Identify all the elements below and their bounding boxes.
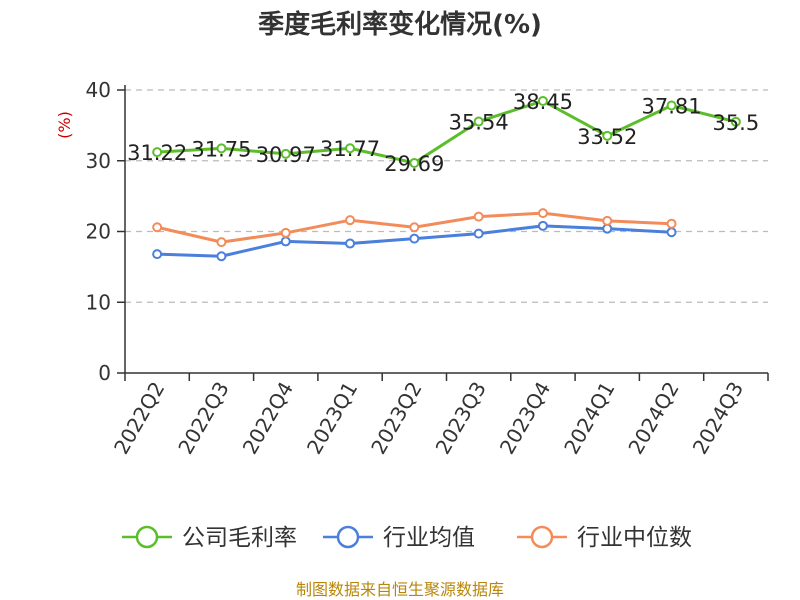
data-point xyxy=(216,143,227,154)
data-label: 38.45 xyxy=(513,90,573,114)
legend-marker xyxy=(336,525,360,549)
data-label: 37.81 xyxy=(641,94,701,118)
series-layer xyxy=(152,95,741,262)
data-label: 31.75 xyxy=(191,137,251,161)
data-point xyxy=(152,249,163,260)
labels-layer: 31.22 31.75 30.97 31.7729.6935.5438.4533.52… xyxy=(127,90,759,176)
y-tick-label: 30 xyxy=(86,149,111,173)
data-point xyxy=(409,233,420,244)
data-point xyxy=(345,238,356,249)
data-point xyxy=(730,116,741,127)
data-point xyxy=(280,148,291,159)
data-label: 31.77 xyxy=(320,137,380,161)
grid-layer xyxy=(125,89,768,303)
y-tick-label: 0 xyxy=(98,361,111,385)
legend-marker xyxy=(135,525,159,549)
legend: 公司毛利率 行业均值 行业中位数 xyxy=(122,525,692,551)
data-point xyxy=(152,222,163,233)
data-point xyxy=(216,251,227,262)
x-tick-label: 2023Q1 xyxy=(302,378,362,459)
data-label: 33.52 xyxy=(577,125,637,149)
x-tick-label: 2023Q4 xyxy=(495,378,555,459)
data-label: 29.69 xyxy=(384,152,444,176)
x-tick-label: 2022Q3 xyxy=(173,378,233,459)
x-tick-label: 2023Q3 xyxy=(431,378,491,459)
data-point xyxy=(473,116,484,127)
data-label: 35.54 xyxy=(449,111,509,135)
data-point xyxy=(602,130,613,141)
data-point xyxy=(280,227,291,238)
y-axis-label: (%) xyxy=(55,111,74,139)
data-point xyxy=(666,218,677,229)
x-tick-label: 2024Q1 xyxy=(559,378,619,459)
x-tick-label: 2024Q3 xyxy=(688,378,748,459)
y-tick-label: 10 xyxy=(86,290,111,314)
data-point xyxy=(473,211,484,222)
data-point xyxy=(409,222,420,233)
data-point xyxy=(345,143,356,154)
data-point xyxy=(537,208,548,219)
data-point xyxy=(409,157,420,168)
data-point xyxy=(152,147,163,158)
data-point xyxy=(537,220,548,231)
data-point xyxy=(473,228,484,239)
data-point xyxy=(666,100,677,111)
data-label: 30.97 xyxy=(256,143,316,167)
y-tick-label: 20 xyxy=(86,220,111,244)
x-tick-label: 2022Q4 xyxy=(238,378,298,459)
legend-marker xyxy=(530,525,554,549)
legend-label: 公司毛利率 xyxy=(182,525,297,551)
x-tick-label: 2023Q2 xyxy=(366,378,426,459)
data-point xyxy=(537,95,548,106)
source-note: 制图数据来自恒生聚源数据库 xyxy=(295,580,504,599)
y-tick-label: 40 xyxy=(86,78,111,102)
data-point xyxy=(345,215,356,226)
data-point xyxy=(602,215,613,226)
data-point xyxy=(280,236,291,247)
data-label: 31.22 xyxy=(127,141,187,165)
x-tick-label: 2024Q2 xyxy=(623,378,683,459)
x-tick-label: 2022Q2 xyxy=(109,378,169,459)
legend-label: 行业均值 xyxy=(383,525,475,551)
legend-label: 行业中位数 xyxy=(577,525,692,551)
chart-title: 季度毛利率变化情况(%) xyxy=(258,10,542,40)
data-point xyxy=(666,227,677,238)
data-point xyxy=(216,237,227,248)
data-label: 35.5 xyxy=(712,111,759,135)
series-line-0 xyxy=(157,99,737,165)
